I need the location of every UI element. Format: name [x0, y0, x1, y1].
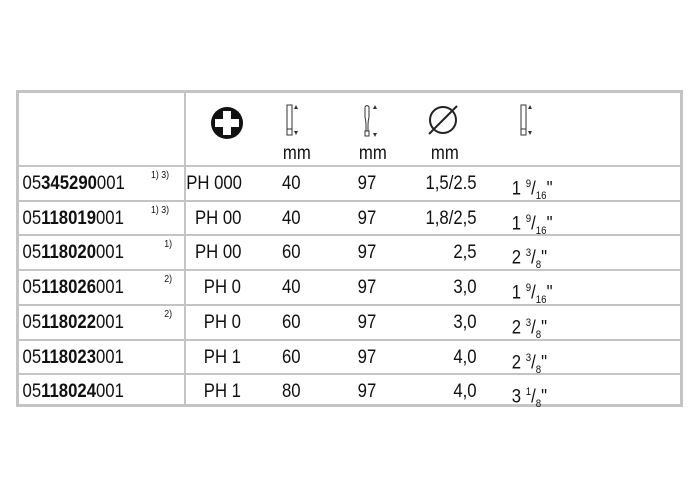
footnote-ref: 1) 3) — [151, 170, 170, 181]
part-number: 05118026001 — [22, 277, 124, 299]
diameter: 3,0 — [453, 311, 477, 333]
blade-length-inch: 2 3/8" — [511, 351, 548, 376]
part-number: 05118023001 — [22, 346, 124, 368]
diameter: 4,0 — [453, 346, 477, 368]
overall-length: 97 — [357, 242, 377, 264]
tip-size: PH 0 — [203, 277, 241, 299]
overall-length: 97 — [357, 207, 377, 229]
tip-size: PH 00 — [195, 242, 242, 264]
part-number: 05118020001 — [22, 242, 124, 264]
overall-length: 97 — [357, 277, 377, 299]
overall-length: 97 — [357, 381, 377, 403]
row-divider — [19, 303, 680, 306]
blade-length: 60 — [281, 311, 301, 333]
blade-length: 60 — [281, 242, 301, 264]
diameter: 3,0 — [453, 277, 477, 299]
blade-length: 40 — [281, 207, 301, 229]
diameter: 1,5/2.5 — [425, 173, 477, 194]
overall-length: 97 — [357, 173, 377, 194]
tip-size: PH 1 — [203, 381, 241, 403]
tip-size: PH 1 — [203, 346, 241, 368]
table-row: 05118020001 1) PH 00 60 97 2,5 2 3/8" — [19, 236, 601, 271]
blade-length: 60 — [281, 346, 301, 368]
blade-length: 80 — [281, 381, 301, 403]
blade-length-inch-icon — [520, 104, 532, 136]
overall-length-icon — [364, 105, 377, 137]
row-divider — [19, 269, 680, 272]
table-row: 05118026001 2) PH 0 40 97 3,0 1 9/16" — [19, 271, 601, 306]
blade-length-inch: 2 3/8" — [511, 316, 548, 341]
footnote-ref: 1) 3) — [151, 204, 170, 216]
row-divider — [19, 373, 680, 376]
product-table: mm mm mm 05345290001 1) 3) PH 000 40 97 … — [16, 90, 683, 410]
blade-length: 40 — [281, 173, 301, 194]
part-number: 05118024001 — [22, 381, 124, 403]
part-number: 05345290001 — [22, 173, 125, 194]
blade-length-inch: 1 9/16" — [511, 212, 553, 237]
row-divider — [19, 199, 680, 202]
tip-size: PH 00 — [195, 207, 242, 229]
table-row: 05118022001 2) PH 0 60 97 3,0 2 3/8" — [19, 306, 601, 341]
blade-length-icon — [286, 104, 298, 136]
unit-label: mm — [358, 143, 387, 164]
overall-length: 97 — [357, 311, 377, 333]
table-row: 05118019001 1) 3) PH 00 40 97 1,8/2,5 1 … — [19, 202, 601, 237]
table-row: 05345290001 1) 3) PH 000 40 97 1,5/2.5 1… — [19, 167, 601, 202]
diameter: 4,0 — [453, 381, 477, 403]
overall-length: 97 — [357, 346, 377, 368]
footnote-ref: 2) — [164, 274, 173, 286]
table-row: 05118024001 PH 1 80 97 4,0 3 1/8" — [19, 375, 601, 410]
blade-length: 40 — [281, 277, 301, 299]
footnote-ref: 2) — [164, 308, 173, 320]
row-divider — [19, 165, 680, 167]
blade-length-inch: 2 3/8" — [511, 247, 548, 272]
phillips-tip-icon — [211, 107, 243, 139]
unit-label: mm — [430, 143, 459, 164]
footnote-ref: 1) — [164, 239, 173, 251]
blade-length-inch: 3 1/8" — [511, 386, 548, 411]
row-divider — [19, 234, 680, 237]
table-row: 05118023001 PH 1 60 97 4,0 2 3/8" — [19, 341, 601, 376]
part-number: 05118019001 — [22, 207, 124, 229]
diameter-icon — [428, 105, 458, 135]
part-number: 05118022001 — [22, 311, 124, 333]
blade-length-inch: 1 9/16" — [511, 178, 553, 203]
row-divider — [19, 338, 680, 341]
tip-size: PH 0 — [203, 311, 241, 333]
diameter: 2,5 — [453, 242, 477, 264]
diameter: 1,8/2,5 — [425, 207, 477, 229]
column-divider — [184, 93, 186, 404]
blade-length-inch: 1 9/16" — [511, 282, 553, 307]
tip-size: PH 000 — [186, 173, 242, 194]
unit-label: mm — [282, 143, 311, 164]
